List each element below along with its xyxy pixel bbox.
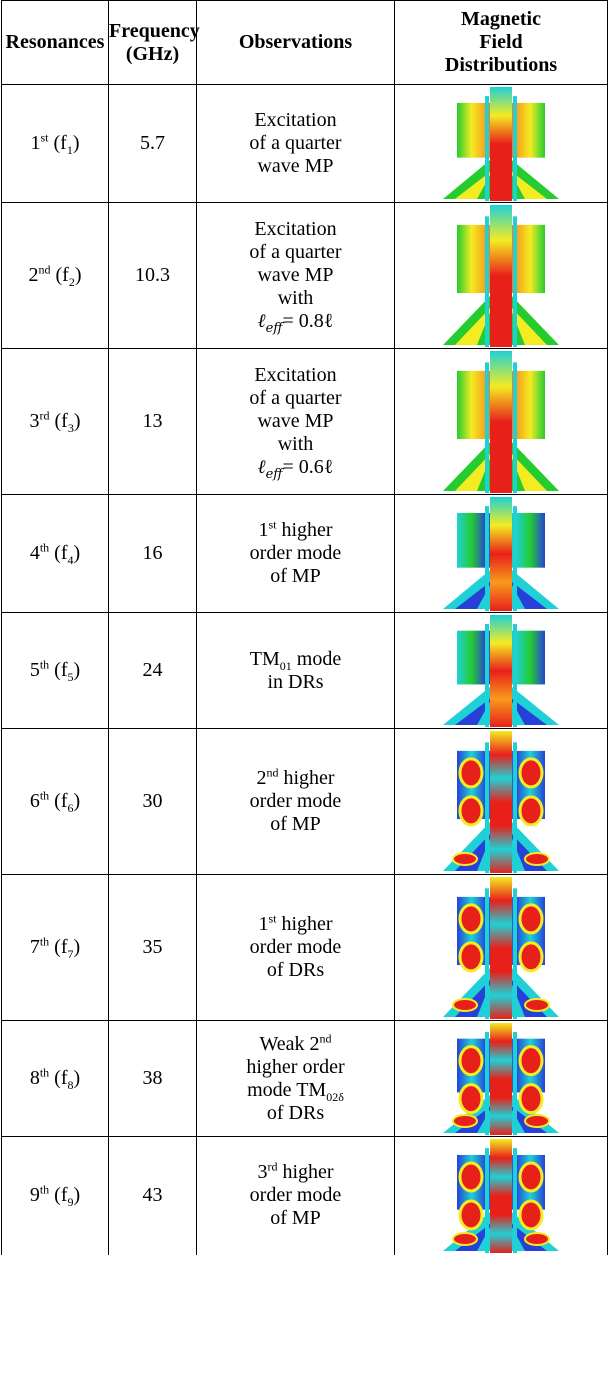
resonance-cell: 3rd (f3) [1,348,109,495]
table-row: 7th (f7) 35 1st higher order mode of DRs [1,874,608,1021]
header-field-distributions: Magnetic Field Distributions [394,0,608,85]
magnetic-field-image [443,86,559,201]
frequency-cell: 30 [108,728,197,875]
field-distribution-cell [394,202,608,349]
observation-cell: Excitation of a quarter wave MP [196,84,395,203]
resonance-cell: 8th (f8) [1,1020,109,1137]
magnetic-field-image [443,496,559,611]
magnetic-field-image [443,614,559,727]
observation-cell: Excitation of a quarter wave MP with ℓeff= 0… [196,202,395,349]
table-row: 6th (f6) 30 2nd higher order mode of MP [1,728,608,875]
field-distribution-cell [394,874,608,1021]
observation-cell: 1st higher order mode of MP [196,494,395,613]
magnetic-field-image [443,204,559,347]
frequency-cell: 5.7 [108,84,197,203]
table-row: 2nd (f2) 10.3 Excitation of a quarter wave M… [1,202,608,349]
field-distribution-cell [394,494,608,613]
field-distribution-cell [394,728,608,875]
table-row: 1st (f1) 5.7 Excitation of a quarter wave MP [1,84,608,203]
magnetic-field-image [443,1022,559,1135]
frequency-cell: 43 [108,1136,197,1255]
frequency-cell: 38 [108,1020,197,1137]
frequency-cell: 24 [108,612,197,729]
field-distribution-cell [394,348,608,495]
field-distribution-cell [394,612,608,729]
table-row: 5th (f5) 24 TM01 mode in DRs [1,612,608,729]
header-observations: Observations [196,0,395,85]
table-row: 4th (f4) 16 1st higher order mode of MP [1,494,608,613]
observation-cell: 1st higher order mode of DRs [196,874,395,1021]
resonance-cell: 5th (f5) [1,612,109,729]
table-row: 8th (f8) 38 Weak 2nd higher order mode TM02δ… [1,1020,608,1137]
observation-cell: Weak 2nd higher order mode TM02δ of DRs [196,1020,395,1137]
resonance-cell: 4th (f4) [1,494,109,613]
frequency-cell: 35 [108,874,197,1021]
magnetic-field-image [443,1138,559,1253]
observation-cell: 3rd higher order mode of MP [196,1136,395,1255]
resonance-cell: 7th (f7) [1,874,109,1021]
header-frequency: Frequency (GHz) [108,0,200,85]
resonance-cell: 1st (f1) [1,84,109,203]
magnetic-field-image [443,350,559,493]
resonance-cell: 2nd (f2) [1,202,109,349]
magnetic-field-image [443,730,559,873]
observation-cell: 2nd higher order mode of MP [196,728,395,875]
field-distribution-cell [394,1020,608,1137]
observation-cell: TM01 mode in DRs [196,612,395,729]
field-distribution-cell [394,84,608,203]
field-distribution-cell [394,1136,608,1255]
frequency-cell: 10.3 [108,202,197,349]
header-resonances: Resonances [1,0,109,85]
frequency-cell: 16 [108,494,197,613]
magnetic-field-image [443,876,559,1019]
resonance-cell: 9th (f9) [1,1136,109,1255]
resonance-cell: 6th (f6) [1,728,109,875]
header-row: Resonances Frequency (GHz) Observations M… [1,0,608,85]
resonance-table: Resonances Frequency (GHz) Observations M… [1,0,608,1255]
frequency-cell: 13 [108,348,197,495]
table-row: 3rd (f3) 13 Excitation of a quarter wave MP w… [1,348,608,495]
observation-cell: Excitation of a quarter wave MP with ℓeff= 0… [196,348,395,495]
table-row: 9th (f9) 43 3rd higher order mode of MP [1,1136,608,1255]
